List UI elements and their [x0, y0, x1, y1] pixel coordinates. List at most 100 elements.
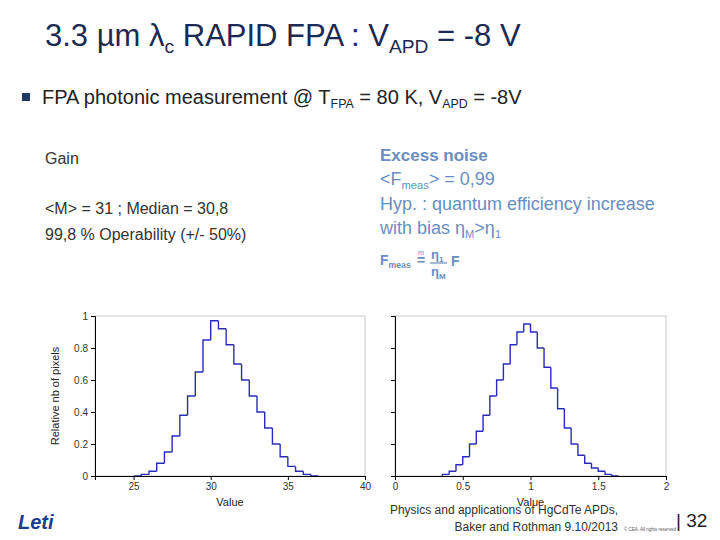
text-part: meas — [402, 179, 430, 191]
histogram-bin — [585, 455, 592, 463]
y-axis-title: Relative nb of pixels — [49, 346, 61, 445]
histogram-bin — [149, 471, 157, 474]
y-axis: 00.20.40.60.81 — [74, 311, 95, 482]
histogram-bin — [612, 474, 619, 476]
x-axis: 0 0.5 1 1.5 2 — [393, 476, 670, 492]
histogram-bin — [591, 463, 598, 468]
x-tick-mark — [463, 476, 464, 480]
histogram-bin — [456, 465, 463, 471]
text-part: Hyp. : quantum efficiency increase — [380, 194, 655, 214]
y-tick — [391, 348, 395, 349]
y-tick: 0.8 — [74, 343, 95, 354]
x-tick-label: 0 — [393, 481, 399, 492]
histogram-bin — [537, 332, 544, 348]
histogram-chart: 00.511.52Value — [391, 316, 670, 508]
histogram-bin — [172, 436, 180, 452]
x-tick: 1.5 — [592, 476, 606, 492]
x-tick: 30 — [206, 476, 218, 492]
x-tick-mark — [288, 476, 289, 480]
text-part: c — [165, 36, 175, 57]
text-part: <F — [380, 169, 402, 189]
text-part: APD — [389, 36, 429, 57]
x-tick-mark — [666, 476, 667, 480]
histogram-bin — [463, 457, 470, 465]
text-part: = 80 K, V — [354, 86, 443, 108]
histogram-bin — [226, 329, 234, 345]
histogram-bin — [180, 415, 188, 436]
text-part: FPA — [331, 97, 355, 111]
histogram-bin — [303, 471, 311, 474]
y-tick: 0.6 — [74, 375, 95, 386]
gain-text: <M> = 31 ; Median = 30,8 — [45, 200, 228, 217]
text-part: = -8V — [468, 86, 523, 108]
gain-text: 99,8 % Operability (+/- 50%) — [45, 226, 246, 243]
y-tick: 0.4 — [74, 407, 95, 418]
noise-heading: Excess noise — [380, 146, 488, 165]
noise-line: Hyp. : quantum efficiency increase — [380, 194, 655, 214]
bullet-text: FPA photonic measurement @ TFPA = 80 K, … — [42, 86, 522, 111]
histogram-bin — [234, 345, 242, 364]
text-part: η — [431, 264, 439, 279]
histogram-bin — [524, 324, 531, 332]
x-axis-title: Value — [216, 496, 243, 508]
histogram-bin — [564, 409, 571, 428]
x-tick-label: 40 — [360, 481, 372, 492]
x-tick: 0.5 — [456, 476, 470, 492]
histogram-bin — [571, 428, 578, 444]
y-tick — [391, 444, 395, 445]
histogram-bin — [449, 471, 456, 474]
histogram-bin — [510, 345, 517, 364]
y-tick-label: 0.2 — [74, 439, 88, 450]
formula-numerator: η1 — [431, 247, 444, 264]
plot-frame — [395, 316, 666, 476]
x-tick-label: 35 — [283, 481, 295, 492]
x-tick-label: 30 — [206, 481, 218, 492]
histogram-chart: 2530354000.20.40.60.81ValueRelative nb o… — [49, 311, 371, 508]
histogram-bin — [218, 321, 226, 329]
formula-fraction-bar — [430, 262, 447, 263]
x-tick-mark — [598, 476, 599, 480]
x-tick-mark — [365, 476, 366, 480]
citation: Baker and Rothman 9.10/2013 — [455, 520, 619, 534]
y-tick-mark — [91, 412, 95, 413]
histogram-bin — [558, 388, 565, 409]
y-tick — [391, 476, 395, 477]
histogram-bin — [265, 412, 273, 428]
histogram-bin — [497, 380, 504, 396]
text-part: > = 0,99 — [429, 169, 495, 189]
histogram-bin — [164, 452, 172, 463]
y-tick-label: 0.8 — [74, 343, 88, 354]
histogram-bin — [578, 444, 585, 455]
plot-frame — [95, 316, 365, 476]
formula-lhs: Fmeas — [380, 252, 411, 270]
y-tick-mark — [391, 476, 395, 477]
slide: 3.3 µm λc RAPID FPA : VAPD = -8 VFPA pho… — [0, 0, 720, 540]
y-tick: 0 — [82, 471, 95, 482]
histogram-bin — [296, 466, 304, 471]
y-tick-mark — [391, 444, 395, 445]
y-axis-line — [391, 317, 396, 477]
x-axis: 25 30 35 40 — [96, 476, 372, 492]
text-part: RAPID FPA : V — [174, 18, 389, 53]
histogram-bin — [544, 348, 551, 367]
x-tick-label: 1 — [528, 481, 534, 492]
histogram-bin — [249, 380, 257, 396]
logo: Leti — [18, 511, 54, 533]
x-axis-line — [96, 477, 366, 481]
gain-text: Gain — [45, 150, 79, 167]
y-tick-label: 0.4 — [74, 407, 88, 418]
histogram-bin — [257, 396, 265, 412]
histogram-bin — [470, 444, 477, 457]
histogram-bin — [288, 457, 296, 467]
x-tick: 2 — [664, 476, 670, 492]
x-tick: 1 — [528, 476, 534, 492]
y-tick-mark — [91, 348, 95, 349]
x-tick: 25 — [129, 476, 141, 492]
y-tick-mark — [91, 380, 95, 381]
y-axis — [391, 317, 396, 477]
text-part: 1 — [495, 228, 501, 240]
text-part: FPA photonic measurement @ T — [42, 86, 331, 108]
x-tick-label: 0.5 — [456, 481, 470, 492]
formula-relation-mark: m — [418, 249, 424, 256]
x-tick-mark — [134, 476, 135, 480]
